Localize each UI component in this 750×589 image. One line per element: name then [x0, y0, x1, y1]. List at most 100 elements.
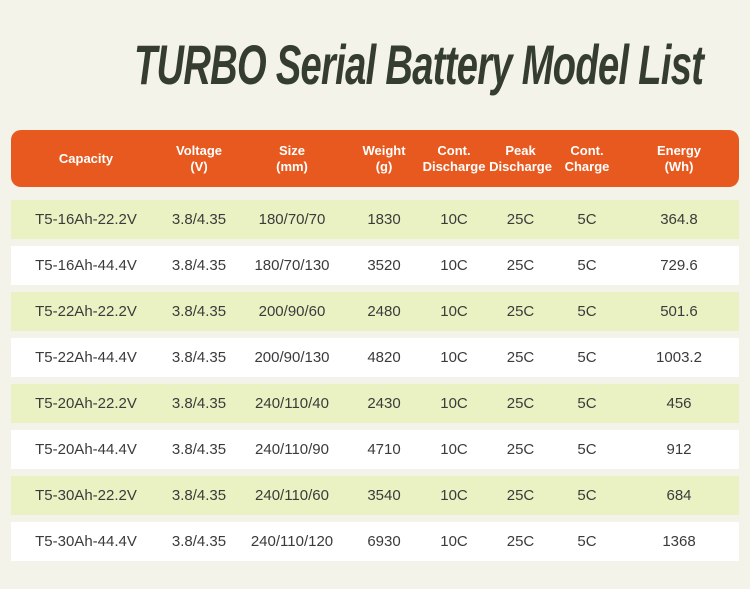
header-label-line1: Weight: [362, 142, 406, 158]
cell-capacity: T5-16Ah-22.2V: [35, 211, 137, 228]
cell-energy: 1003.2: [656, 349, 702, 366]
header-label-line2: (mm): [276, 158, 308, 174]
cell-peak-discharge: 25C: [506, 533, 535, 550]
cell-energy: 729.6: [660, 257, 698, 274]
table-body: T5-16Ah-22.2V 3.8/4.35 180/70/70 1830 10…: [11, 200, 739, 561]
cell-energy: 1368: [662, 533, 696, 550]
cell-size: 240/110/40: [255, 395, 329, 412]
header-cell-weight: Weight (g): [347, 130, 421, 187]
cell-cont-discharge: 10C: [440, 441, 468, 458]
cell-voltage: 3.8/4.35: [171, 303, 227, 320]
cell-cont-discharge: 10C: [440, 533, 468, 550]
cell-cont-charge: 5C: [577, 257, 597, 274]
cell-size: 200/90/60: [258, 303, 326, 320]
page: TURBO Serial Battery Model List Capacity…: [0, 0, 750, 561]
cell-weight: 4710: [367, 441, 401, 458]
cell-size: 200/90/130: [254, 349, 330, 366]
table-row: T5-20Ah-44.4V 3.8/4.35 240/110/90 4710 1…: [11, 430, 739, 469]
table-row: T5-20Ah-22.2V 3.8/4.35 240/110/40 2430 1…: [11, 384, 739, 423]
header-label-line1: Size: [278, 142, 305, 158]
cell-voltage: 3.8/4.35: [171, 211, 227, 228]
cell-weight: 6930: [367, 533, 401, 550]
cell-capacity: T5-30Ah-22.2V: [35, 487, 137, 504]
header-label-line1: Peak: [505, 142, 536, 158]
header-label-line2: Charge: [564, 158, 610, 174]
cell-voltage: 3.8/4.35: [171, 349, 227, 366]
cell-capacity: T5-22Ah-22.2V: [35, 303, 137, 320]
cell-cont-charge: 5C: [577, 303, 597, 320]
cell-capacity: T5-20Ah-44.4V: [35, 441, 137, 458]
table-row: T5-22Ah-44.4V 3.8/4.35 200/90/130 4820 1…: [11, 338, 739, 377]
header-cell-cont-discharge: Cont. Discharge: [421, 130, 487, 187]
cell-weight: 4820: [367, 349, 401, 366]
page-title: TURBO Serial Battery Model List: [133, 33, 704, 96]
cell-cont-charge: 5C: [577, 441, 597, 458]
header-label-line2: (g): [375, 158, 393, 174]
cell-size: 180/70/70: [258, 211, 326, 228]
cell-voltage: 3.8/4.35: [171, 487, 227, 504]
header-label-line1: Cont.: [437, 142, 471, 158]
table-row: T5-16Ah-22.2V 3.8/4.35 180/70/70 1830 10…: [11, 200, 739, 239]
header-label-line1: Capacity: [58, 150, 114, 166]
cell-cont-discharge: 10C: [440, 349, 468, 366]
cell-weight: 2480: [367, 303, 401, 320]
cell-cont-discharge: 10C: [440, 487, 468, 504]
battery-spec-table: Capacity Voltage (V) Size (mm) Weight (g…: [0, 130, 750, 561]
cell-cont-charge: 5C: [577, 211, 597, 228]
cell-peak-discharge: 25C: [506, 257, 535, 274]
cell-peak-discharge: 25C: [506, 487, 535, 504]
cell-peak-discharge: 25C: [506, 211, 535, 228]
header-label-line1: Voltage: [176, 142, 222, 158]
header-cell-cont-charge: Cont. Charge: [554, 130, 620, 187]
cell-energy: 456: [666, 395, 692, 412]
table-header-row: Capacity Voltage (V) Size (mm) Weight (g…: [11, 130, 739, 187]
header-label-line1: Cont.: [570, 142, 604, 158]
cell-cont-discharge: 10C: [440, 303, 468, 320]
header-label-line2: Discharge: [489, 158, 552, 174]
cell-capacity: T5-20Ah-22.2V: [35, 395, 137, 412]
header-label-line2: (V): [190, 158, 208, 174]
header-cell-voltage: Voltage (V): [161, 130, 237, 187]
cell-capacity: T5-22Ah-44.4V: [35, 349, 137, 366]
cell-voltage: 3.8/4.35: [171, 441, 227, 458]
cell-weight: 3520: [367, 257, 401, 274]
cell-cont-charge: 5C: [577, 395, 597, 412]
header-cell-capacity: Capacity: [11, 130, 161, 187]
cell-voltage: 3.8/4.35: [171, 257, 227, 274]
cell-energy: 912: [666, 441, 692, 458]
table-row: T5-16Ah-44.4V 3.8/4.35 180/70/130 3520 1…: [11, 246, 739, 285]
cell-cont-charge: 5C: [577, 349, 597, 366]
table-row: T5-22Ah-22.2V 3.8/4.35 200/90/60 2480 10…: [11, 292, 739, 331]
cell-cont-discharge: 10C: [440, 395, 468, 412]
cell-peak-discharge: 25C: [506, 395, 535, 412]
cell-peak-discharge: 25C: [506, 349, 535, 366]
table-row: T5-30Ah-44.4V 3.8/4.35 240/110/120 6930 …: [11, 522, 739, 561]
header-cell-size: Size (mm): [237, 130, 347, 187]
cell-capacity: T5-16Ah-44.4V: [35, 257, 137, 274]
cell-voltage: 3.8/4.35: [171, 395, 227, 412]
cell-weight: 3540: [367, 487, 401, 504]
header-label-line2: (Wh): [664, 158, 694, 174]
header-label-line1: Energy: [656, 142, 702, 158]
cell-voltage: 3.8/4.35: [171, 533, 227, 550]
cell-size: 240/110/120: [250, 533, 334, 550]
cell-peak-discharge: 25C: [506, 303, 535, 320]
cell-size: 240/110/60: [255, 487, 329, 504]
cell-weight: 1830: [367, 211, 401, 228]
cell-energy: 501.6: [660, 303, 698, 320]
header-cell-peak-discharge: Peak Discharge: [487, 130, 554, 187]
title-wrap: TURBO Serial Battery Model List: [0, 0, 750, 95]
cell-energy: 684: [666, 487, 692, 504]
header-cell-energy: Energy (Wh): [620, 130, 738, 187]
cell-size: 240/110/90: [255, 441, 329, 458]
cell-capacity: T5-30Ah-44.4V: [35, 533, 137, 550]
cell-cont-discharge: 10C: [440, 257, 468, 274]
table-row: T5-30Ah-22.2V 3.8/4.35 240/110/60 3540 1…: [11, 476, 739, 515]
cell-cont-discharge: 10C: [440, 211, 468, 228]
cell-cont-charge: 5C: [577, 533, 597, 550]
cell-cont-charge: 5C: [577, 487, 597, 504]
cell-weight: 2430: [367, 395, 401, 412]
cell-size: 180/70/130: [254, 257, 330, 274]
cell-peak-discharge: 25C: [506, 441, 535, 458]
header-label-line2: Discharge: [422, 158, 486, 174]
